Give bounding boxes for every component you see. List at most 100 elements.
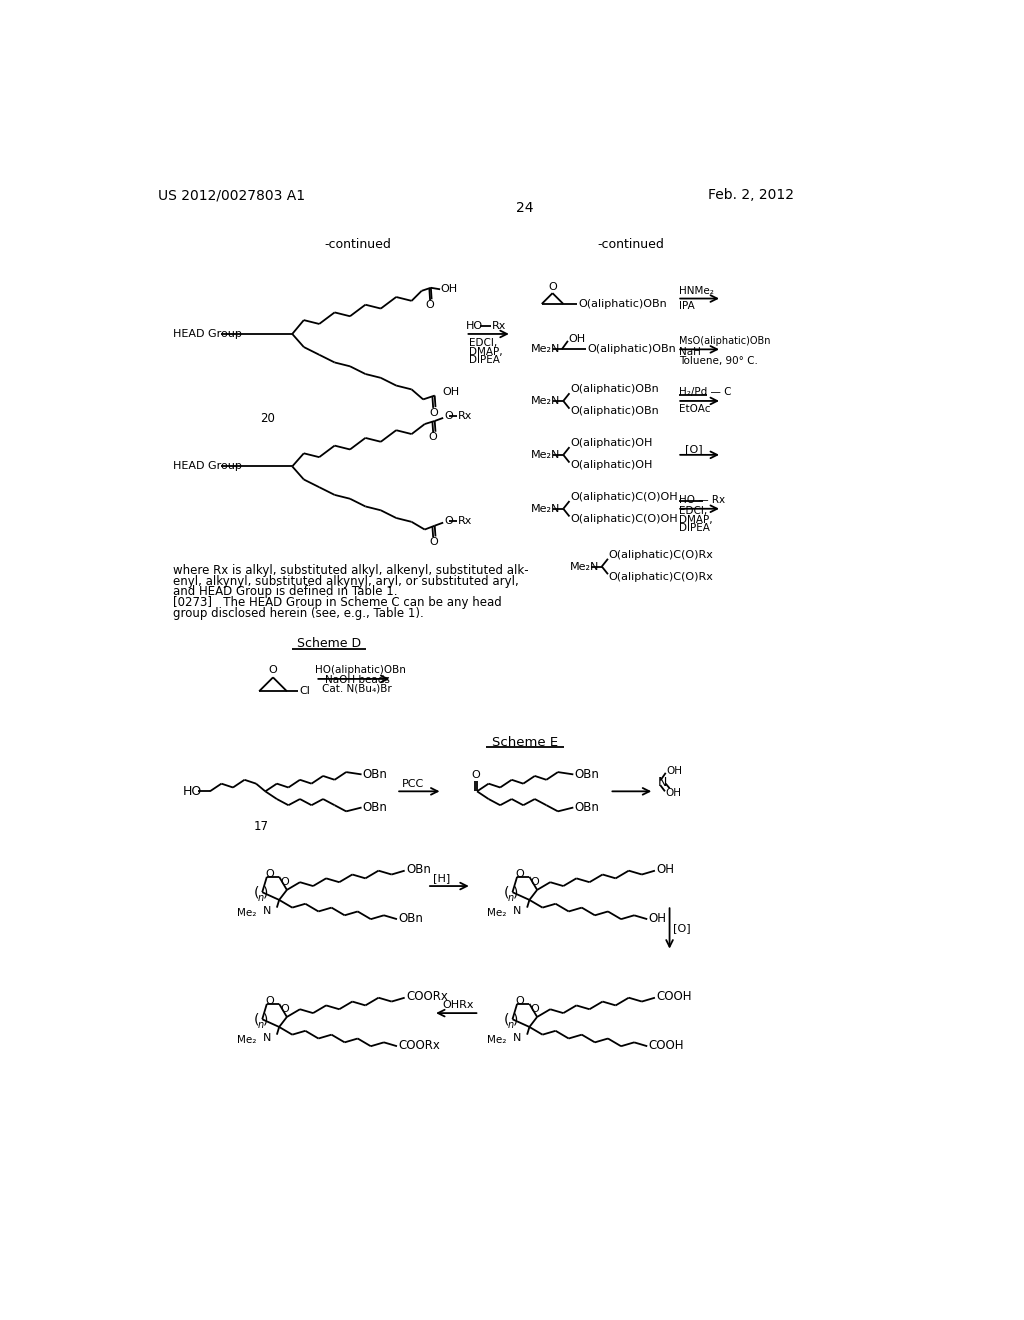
Text: OH: OH — [568, 334, 586, 343]
Text: O(aliphatic)OBn: O(aliphatic)OBn — [578, 298, 667, 309]
Text: OH: OH — [656, 862, 675, 875]
Text: OH: OH — [667, 766, 682, 776]
Text: [0273]   The HEAD Group in Scheme C can be any head: [0273] The HEAD Group in Scheme C can be… — [173, 597, 502, 610]
Text: OH: OH — [649, 912, 667, 925]
Text: Me₂: Me₂ — [487, 1035, 506, 1045]
Text: HO — Rx: HO — Rx — [679, 495, 725, 504]
Text: Me₂N: Me₂N — [531, 396, 560, 407]
Text: (: ( — [504, 1012, 509, 1026]
Text: HNMe₂: HNMe₂ — [679, 286, 714, 296]
Text: O: O — [429, 537, 438, 546]
Text: O: O — [516, 995, 524, 1006]
Text: n: n — [508, 1019, 514, 1030]
Text: IPA: IPA — [679, 301, 694, 312]
Text: OHRx: OHRx — [442, 1001, 474, 1010]
Text: COORx: COORx — [398, 1039, 440, 1052]
Text: Me₂N: Me₂N — [531, 504, 560, 513]
Text: OH: OH — [666, 788, 682, 797]
Text: (: ( — [253, 1012, 259, 1026]
Text: O: O — [281, 1005, 289, 1014]
Text: COOH: COOH — [656, 990, 692, 1003]
Text: COOH: COOH — [649, 1039, 684, 1052]
Text: O(aliphatic)C(O)OH: O(aliphatic)C(O)OH — [570, 513, 678, 524]
Text: HEAD Group: HEAD Group — [173, 329, 242, 339]
Text: O(aliphatic)OBn: O(aliphatic)OBn — [570, 407, 659, 416]
Text: ): ) — [513, 886, 518, 899]
Text: Rx: Rx — [458, 516, 472, 527]
Text: Me₂: Me₂ — [487, 908, 506, 917]
Text: N: N — [263, 906, 271, 916]
Text: O(aliphatic)OBn: O(aliphatic)OBn — [587, 345, 676, 354]
Text: NaOH beads: NaOH beads — [326, 675, 390, 685]
Text: H₂/Pd — C: H₂/Pd — C — [679, 388, 731, 397]
Text: O(aliphatic)OH: O(aliphatic)OH — [570, 438, 652, 449]
Text: (: ( — [504, 886, 509, 899]
Text: Toluene, 90° C.: Toluene, 90° C. — [679, 356, 758, 366]
Text: [H]: [H] — [433, 874, 451, 883]
Text: -continued: -continued — [598, 238, 665, 251]
Text: OBn: OBn — [574, 768, 599, 781]
Text: N: N — [658, 776, 668, 788]
Text: O: O — [444, 412, 453, 421]
Text: OBn: OBn — [407, 862, 431, 875]
Text: DMAP,: DMAP, — [469, 347, 503, 356]
Text: Me₂N: Me₂N — [569, 561, 599, 572]
Text: N: N — [513, 1032, 521, 1043]
Text: O: O — [265, 995, 274, 1006]
Text: O(aliphatic)OH: O(aliphatic)OH — [570, 459, 652, 470]
Text: OBn: OBn — [574, 801, 599, 814]
Text: Cat. N(Bu₄)Br: Cat. N(Bu₄)Br — [322, 684, 391, 693]
Text: O: O — [268, 665, 278, 676]
Text: Me₂N: Me₂N — [531, 450, 560, 459]
Text: [O]: [O] — [674, 924, 691, 933]
Text: Scheme E: Scheme E — [492, 735, 558, 748]
Text: and HEAD Group is defined in Table 1.: and HEAD Group is defined in Table 1. — [173, 585, 397, 598]
Text: -continued: -continued — [325, 238, 391, 251]
Text: O(aliphatic)OBn: O(aliphatic)OBn — [570, 384, 659, 395]
Text: O: O — [471, 770, 480, 780]
Text: O: O — [530, 878, 540, 887]
Text: HO: HO — [183, 785, 202, 797]
Text: n: n — [258, 1019, 264, 1030]
Text: enyl, alkynyl, substituted alkynyl, aryl, or substituted aryl,: enyl, alkynyl, substituted alkynyl, aryl… — [173, 574, 519, 587]
Text: DIPEA: DIPEA — [679, 523, 710, 533]
Text: Feb. 2, 2012: Feb. 2, 2012 — [708, 189, 794, 202]
Text: N: N — [263, 1032, 271, 1043]
Text: O(aliphatic)C(O)Rx: O(aliphatic)C(O)Rx — [608, 550, 714, 560]
Text: 20: 20 — [260, 412, 275, 425]
Text: O: O — [429, 408, 438, 417]
Text: O: O — [281, 878, 289, 887]
Text: Me₂: Me₂ — [237, 1035, 256, 1045]
Text: O: O — [548, 282, 557, 292]
Text: ): ) — [513, 1012, 518, 1026]
Text: 17: 17 — [254, 820, 269, 833]
Text: PCC: PCC — [402, 779, 425, 788]
Text: (: ( — [253, 886, 259, 899]
Text: COORx: COORx — [407, 990, 449, 1003]
Text: HEAD Group: HEAD Group — [173, 462, 242, 471]
Text: Rx: Rx — [492, 321, 506, 331]
Text: DMAP,: DMAP, — [679, 515, 713, 524]
Text: O: O — [516, 869, 524, 879]
Text: O: O — [444, 516, 453, 527]
Text: n: n — [258, 892, 264, 903]
Text: Scheme D: Scheme D — [297, 638, 361, 649]
Text: EDCl,: EDCl, — [469, 338, 498, 348]
Text: MsO(aliphatic)OBn: MsO(aliphatic)OBn — [679, 335, 770, 346]
Text: 24: 24 — [516, 202, 534, 215]
Text: EtOAc: EtOAc — [679, 404, 711, 413]
Text: O(aliphatic)C(O)OH: O(aliphatic)C(O)OH — [570, 492, 678, 502]
Text: n: n — [508, 892, 514, 903]
Text: O: O — [429, 432, 437, 442]
Text: NaH: NaH — [679, 347, 700, 358]
Text: Rx: Rx — [458, 412, 472, 421]
Text: DIPEA: DIPEA — [469, 355, 501, 366]
Text: OBn: OBn — [362, 768, 387, 781]
Text: ): ) — [262, 886, 268, 899]
Text: group disclosed herein (see, e.g., Table 1).: group disclosed herein (see, e.g., Table… — [173, 607, 424, 620]
Text: OBn: OBn — [362, 801, 387, 814]
Text: Cl: Cl — [299, 686, 310, 696]
Text: N: N — [513, 906, 521, 916]
Text: O(aliphatic)C(O)Rx: O(aliphatic)C(O)Rx — [608, 572, 714, 582]
Text: O: O — [530, 1005, 540, 1014]
